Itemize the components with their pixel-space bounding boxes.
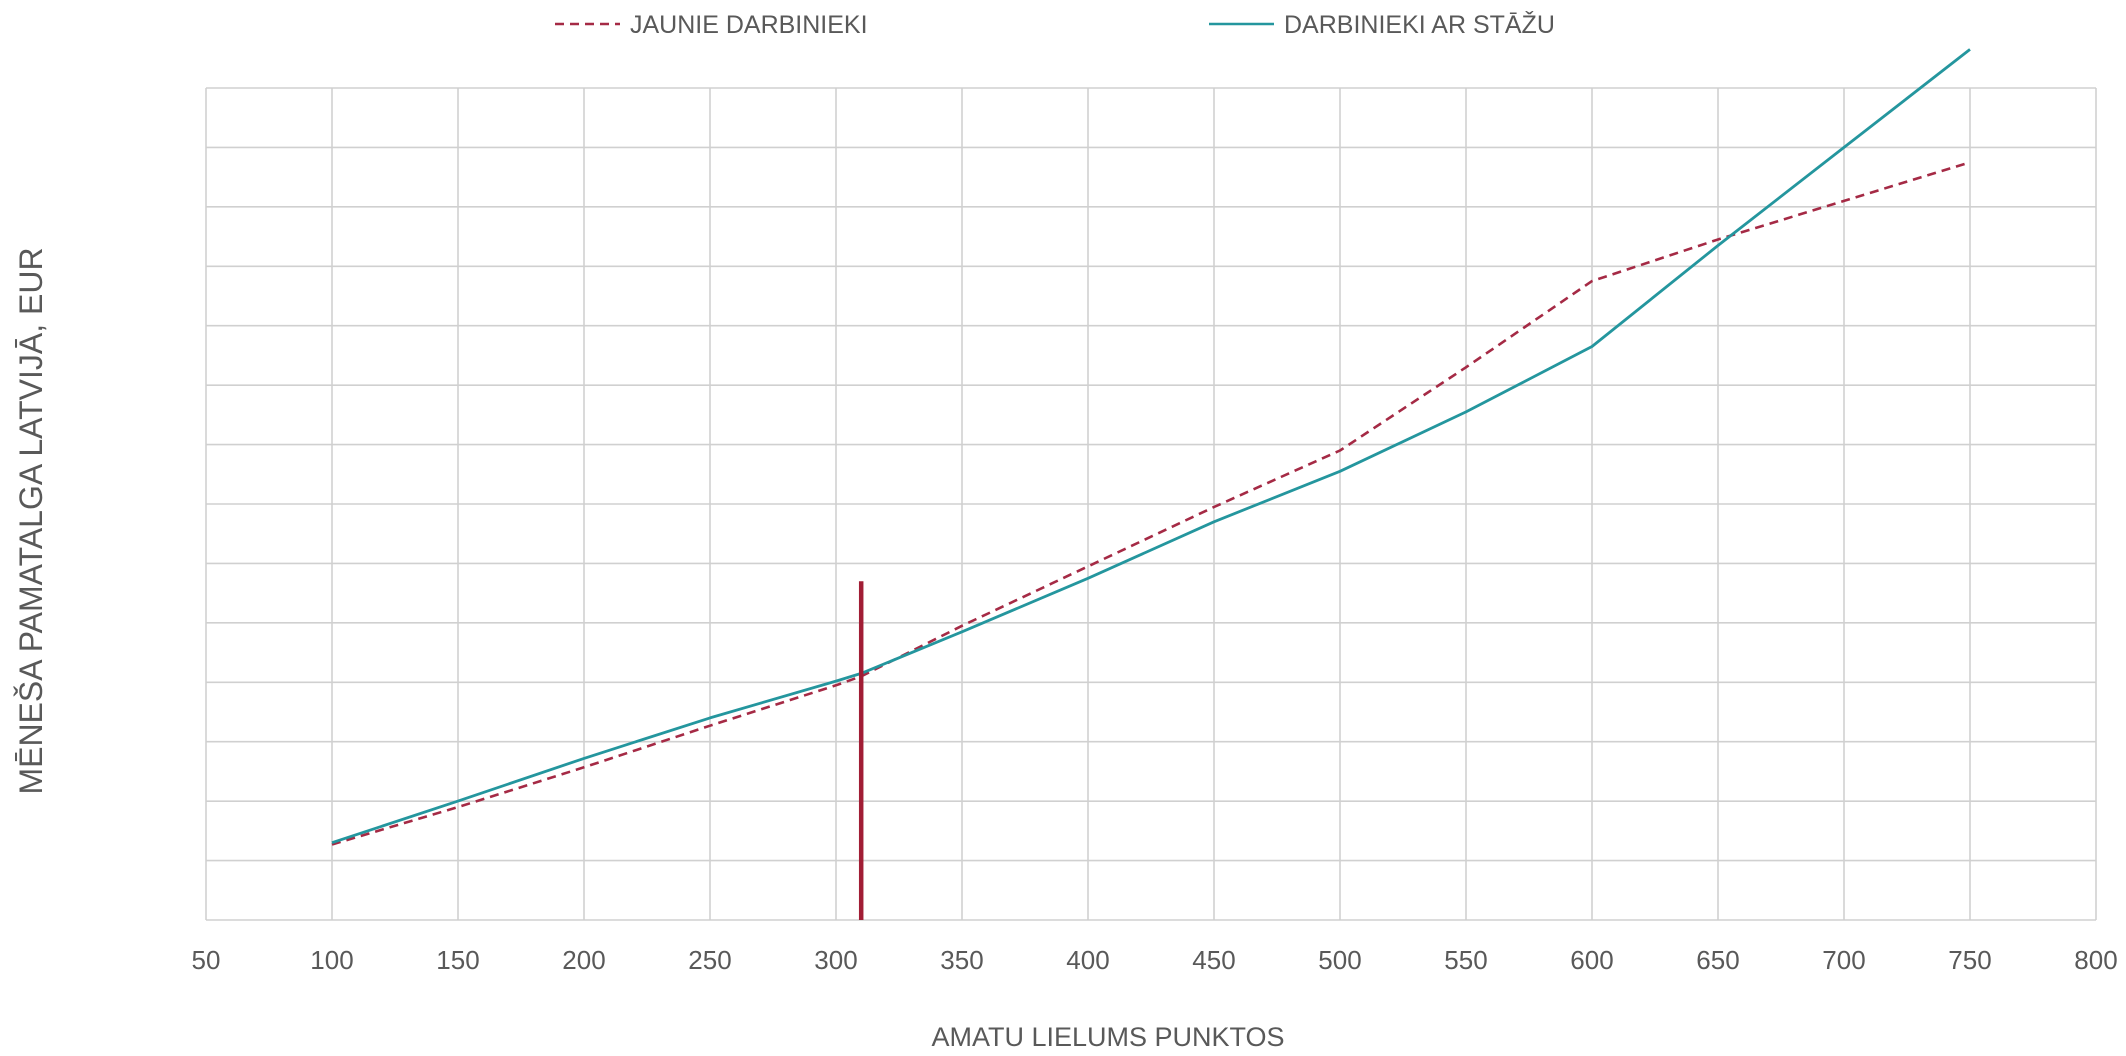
x-tick-label: 500 bbox=[1318, 945, 1361, 975]
x-tick-label: 150 bbox=[436, 945, 479, 975]
x-axis-label: AMATU LIELUMS PUNKTOS bbox=[931, 1022, 1284, 1051]
series-line bbox=[331, 161, 1971, 846]
series-line bbox=[331, 48, 1971, 845]
x-tick-label: 300 bbox=[814, 945, 857, 975]
gridlines bbox=[205, 87, 2097, 921]
x-tick-label: 550 bbox=[1444, 945, 1487, 975]
x-tick-label: 650 bbox=[1696, 945, 1739, 975]
x-tick-label: 350 bbox=[940, 945, 983, 975]
x-axis-ticks: 50 100 150 200 250 300 350 400 450 500 550 600 650 70… bbox=[192, 945, 2118, 975]
y-axis-label: MĒNEŠA PAMATALGA LATVIJĀ, EUR bbox=[13, 247, 49, 794]
x-tick-label: 400 bbox=[1066, 945, 1109, 975]
x-tick-label: 750 bbox=[1948, 945, 1991, 975]
x-tick-label: 800 bbox=[2074, 945, 2117, 975]
legend-label: DARBINIEKI AR STĀŽU bbox=[1284, 10, 1555, 39]
x-tick-label: 450 bbox=[1192, 945, 1235, 975]
x-tick-label: 250 bbox=[688, 945, 731, 975]
x-tick-label: 100 bbox=[310, 945, 353, 975]
x-tick-label: 50 bbox=[192, 945, 221, 975]
x-tick-label: 700 bbox=[1822, 945, 1865, 975]
legend-label: JAUNIE DARBINIEKI bbox=[630, 11, 868, 39]
x-tick-label: 200 bbox=[562, 945, 605, 975]
x-tick-label: 600 bbox=[1570, 945, 1613, 975]
legend: JAUNIE DARBINIEKI DARBINIEKI AR STĀŽU bbox=[555, 10, 1555, 39]
series-lines bbox=[331, 48, 1971, 846]
